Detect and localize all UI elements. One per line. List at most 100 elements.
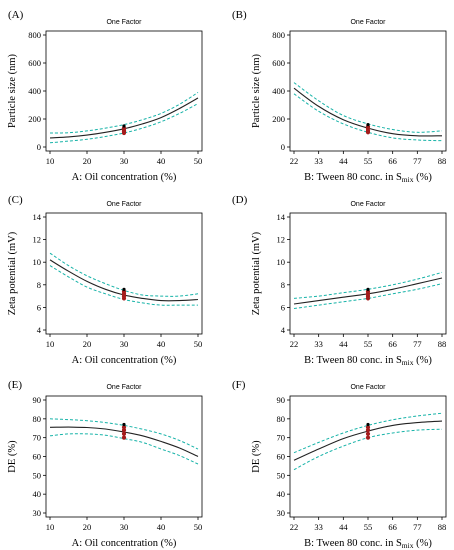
x-tick-label: 30 bbox=[120, 339, 129, 349]
x-tick-label: 55 bbox=[364, 522, 373, 532]
y-tick-label: 60 bbox=[277, 452, 286, 462]
x-tick-label: 20 bbox=[83, 156, 92, 166]
chart-panel: (B) One Factor 0 200 400 600 800 22 33 44 55 66 77 88… bbox=[232, 9, 447, 184]
y-tick-label: 4 bbox=[281, 325, 286, 335]
y-tick-label: 40 bbox=[33, 489, 42, 499]
x-tick-label: 77 bbox=[413, 522, 422, 532]
design-point bbox=[121, 289, 127, 294]
y-axis-label: Particle size (nm) bbox=[7, 53, 18, 128]
y-tick-label: 14 bbox=[277, 212, 286, 222]
lower-ci-line bbox=[49, 433, 199, 465]
design-point bbox=[366, 123, 370, 127]
x-tick-label: 40 bbox=[157, 522, 166, 532]
y-tick-label: 6 bbox=[281, 302, 285, 312]
panel-label: (A) bbox=[8, 9, 24, 21]
chart-panel: (A) One Factor 0 200 400 600 800 10 20 30 40 50 A: O… bbox=[7, 9, 203, 183]
lower-ci-line bbox=[49, 103, 199, 144]
design-point bbox=[365, 435, 371, 440]
y-tick-label: 80 bbox=[33, 414, 42, 424]
y-axis-label: Particle size (nm) bbox=[251, 53, 262, 128]
x-axis-label: A: Oil concentration (%) bbox=[72, 538, 177, 549]
y-tick-label: 400 bbox=[272, 86, 285, 96]
x-tick-label: 66 bbox=[388, 339, 397, 349]
y-tick-label: 6 bbox=[37, 302, 41, 312]
y-tick-label: 10 bbox=[277, 257, 286, 267]
x-axis-label: A: Oil concentration (%) bbox=[72, 172, 177, 183]
x-tick-label: 55 bbox=[364, 339, 373, 349]
x-tick-label: 22 bbox=[290, 156, 299, 166]
x-tick-label: 77 bbox=[413, 156, 422, 166]
chart-panel: (D) One Factor 4 6 8 10 12 14 22 33 44 55 66 77 88 B: T… bbox=[232, 194, 447, 367]
design-point bbox=[121, 431, 127, 436]
x-tick-label: 50 bbox=[194, 339, 203, 349]
chart-title: One Factor bbox=[106, 19, 142, 26]
y-tick-label: 30 bbox=[33, 508, 42, 518]
chart-title: One Factor bbox=[106, 201, 142, 208]
y-tick-label: 30 bbox=[277, 508, 286, 518]
plot-frame bbox=[289, 395, 447, 518]
x-axis-label: B: Tween 80 conc. in Smix (%) bbox=[304, 172, 432, 184]
x-tick-label: 66 bbox=[388, 156, 397, 166]
x-tick-label: 30 bbox=[120, 156, 129, 166]
plot-frame bbox=[45, 395, 203, 518]
design-point bbox=[121, 435, 127, 440]
design-point bbox=[366, 287, 370, 291]
y-tick-label: 8 bbox=[281, 280, 285, 290]
y-tick-label: 80 bbox=[277, 414, 286, 424]
x-tick-label: 10 bbox=[46, 156, 55, 166]
y-tick-label: 4 bbox=[37, 325, 42, 335]
y-tick-label: 50 bbox=[277, 470, 286, 480]
x-tick-label: 55 bbox=[364, 156, 373, 166]
y-tick-label: 70 bbox=[33, 433, 42, 443]
design-point bbox=[365, 425, 371, 430]
design-point bbox=[366, 422, 370, 427]
design-point bbox=[122, 287, 126, 291]
y-tick-label: 0 bbox=[37, 142, 41, 152]
y-tick-label: 50 bbox=[33, 470, 42, 480]
x-axis-label: A: Oil concentration (%) bbox=[72, 355, 177, 366]
x-tick-label: 40 bbox=[157, 339, 166, 349]
y-tick-label: 800 bbox=[272, 30, 285, 40]
y-tick-label: 600 bbox=[28, 58, 41, 68]
y-tick-label: 600 bbox=[272, 58, 285, 68]
x-tick-label: 88 bbox=[438, 522, 447, 532]
x-axis-label: B: Tween 80 conc. in Smix (%) bbox=[304, 538, 432, 550]
y-tick-label: 60 bbox=[33, 452, 42, 462]
x-tick-label: 44 bbox=[339, 156, 348, 166]
panel-label: (F) bbox=[232, 379, 246, 391]
x-tick-label: 10 bbox=[46, 339, 55, 349]
y-axis-label: Zeta potential (mV) bbox=[7, 231, 18, 315]
chart-panel: (E) One Factor 30 40 50 60 70 80 90 10 20 30 40 50 A: … bbox=[7, 379, 203, 549]
upper-ci-line bbox=[49, 91, 199, 134]
chart-panel: (F) One Factor 30 40 50 60 70 80 90 22 33 44 55 66 77 8… bbox=[232, 379, 447, 550]
y-tick-label: 12 bbox=[33, 235, 42, 245]
x-tick-label: 50 bbox=[194, 522, 203, 532]
x-tick-label: 88 bbox=[438, 156, 447, 166]
panel-label: (E) bbox=[8, 379, 22, 391]
y-tick-label: 10 bbox=[33, 257, 42, 267]
y-tick-label: 8 bbox=[37, 280, 41, 290]
panel-label: (D) bbox=[232, 194, 248, 206]
x-tick-label: 10 bbox=[46, 522, 55, 532]
lower-ci-line bbox=[293, 93, 443, 142]
x-tick-label: 20 bbox=[83, 339, 92, 349]
y-axis-label: DE (%) bbox=[7, 440, 18, 473]
y-tick-label: 200 bbox=[272, 114, 285, 124]
y-axis-label: Zeta potential (mV) bbox=[251, 231, 262, 315]
y-tick-label: 0 bbox=[281, 142, 285, 152]
design-point bbox=[365, 289, 371, 294]
panel-label: (B) bbox=[232, 9, 247, 21]
y-axis-label: DE (%) bbox=[251, 440, 262, 473]
design-point bbox=[365, 431, 371, 436]
chart-title: One Factor bbox=[106, 384, 142, 391]
plot-frame bbox=[289, 212, 447, 335]
x-tick-label: 33 bbox=[314, 339, 323, 349]
chart-title: One Factor bbox=[350, 201, 386, 208]
y-tick-label: 14 bbox=[33, 212, 42, 222]
y-tick-label: 800 bbox=[28, 30, 41, 40]
chart-panel: (C) One Factor 4 6 8 10 12 14 10 20 30 40 50 A: Oil c… bbox=[7, 194, 203, 366]
design-point bbox=[122, 422, 126, 427]
panel-label: (C) bbox=[8, 194, 23, 206]
y-tick-label: 90 bbox=[33, 395, 42, 405]
